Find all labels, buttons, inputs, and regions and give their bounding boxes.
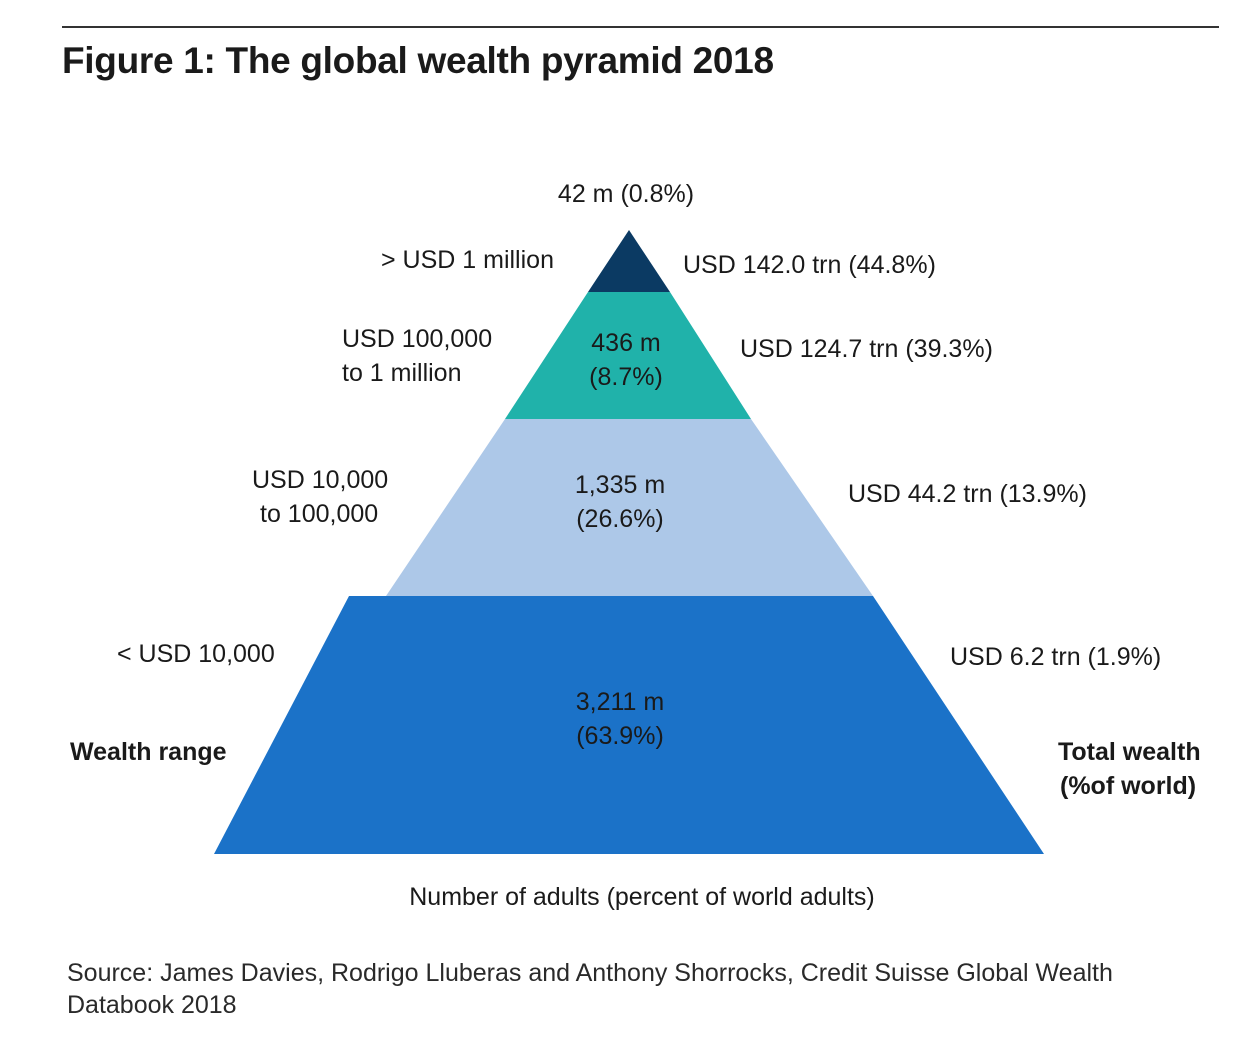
tier-top-adults-label: 42 m (0.8%) bbox=[557, 180, 695, 208]
tier-3-adults-label: 1,335 m (26.6%) bbox=[574, 471, 666, 533]
top-rule bbox=[62, 26, 1219, 28]
tier-3-range-label: USD 10,000 to 100,000 bbox=[252, 466, 389, 528]
tier-2-wealth-label: USD 124.7 trn (39.3%) bbox=[740, 335, 993, 363]
tier-2-range-label: USD 100,000 to 1 million bbox=[342, 325, 493, 387]
total-wealth-axis-label: Total wealth (%of world) bbox=[1058, 738, 1201, 800]
tier-base-adults-label: 3,211 m (63.9%) bbox=[575, 688, 665, 750]
tier-top-band bbox=[588, 230, 670, 292]
tier-3-wealth-label: USD 44.2 trn (13.9%) bbox=[848, 480, 1087, 508]
wealth-range-axis-label: Wealth range bbox=[70, 738, 227, 766]
tier-base-range-label: < USD 10,000 bbox=[117, 640, 275, 668]
x-axis-caption: Number of adults (percent of world adult… bbox=[409, 883, 875, 911]
tier-3-band bbox=[386, 419, 873, 596]
tier-base-band bbox=[214, 596, 1044, 854]
source-note: Source: James Davies, Rodrigo Lluberas a… bbox=[67, 959, 1113, 1019]
tier-top-wealth-label: USD 142.0 trn (44.8%) bbox=[683, 251, 936, 279]
tier-2-band bbox=[505, 292, 751, 419]
tier-top-range-label: > USD 1 million bbox=[381, 246, 554, 274]
figure-title: Figure 1: The global wealth pyramid 2018 bbox=[62, 40, 774, 81]
tier-2-adults-label: 436 m (8.7%) bbox=[589, 329, 663, 391]
tier-base-wealth-label: USD 6.2 trn (1.9%) bbox=[950, 643, 1162, 671]
